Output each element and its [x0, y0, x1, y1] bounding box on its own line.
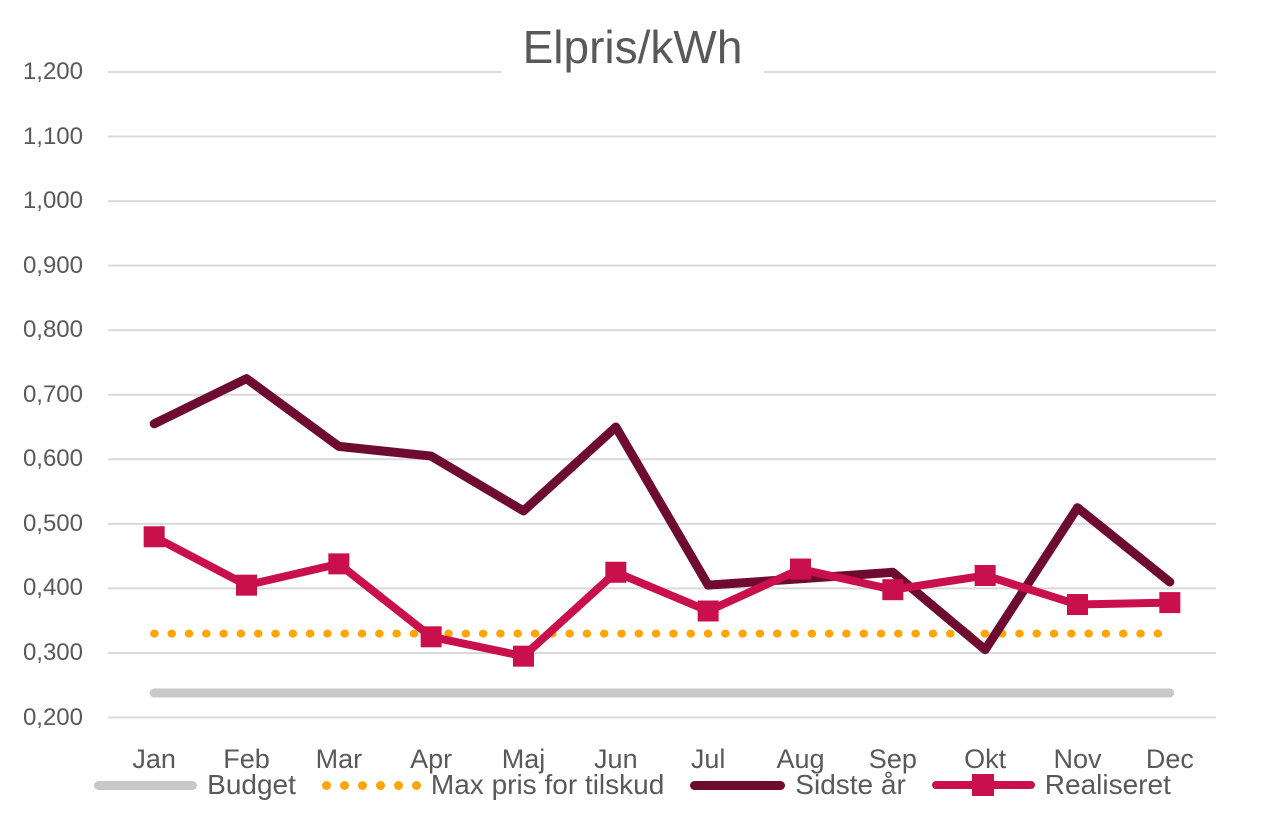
y-axis-label: 0,700 [22, 380, 83, 408]
x-axis-label: Sep [868, 744, 917, 774]
chart-title-text: Elpris/kWh [500, 22, 765, 73]
legend-label-max-pris: Max pris for tilskud [430, 769, 665, 800]
data-point-marker[interactable] [1067, 594, 1088, 616]
x-axis-label: Feb [223, 744, 270, 774]
x-axis-label: Dec [1145, 744, 1194, 774]
legend-dot [321, 780, 331, 790]
y-axis-label: 0,500 [22, 509, 83, 537]
x-axis-label: Jan [132, 744, 176, 774]
data-point-marker[interactable] [420, 626, 442, 648]
x-axis-label: Maj [501, 744, 546, 774]
x-axis-label: Aug [776, 744, 825, 774]
y-axis-label: 0,900 [22, 251, 83, 279]
data-point-marker[interactable] [974, 564, 996, 586]
legend-item-realiseret[interactable]: Realiseret [931, 769, 1171, 801]
chart-title[interactable]: Elpris/kWh [0, 22, 1265, 73]
data-point-marker[interactable] [605, 561, 627, 583]
sidste-ar-line-swatch [690, 780, 786, 790]
legend-dot [339, 780, 349, 790]
legend-item-budget[interactable]: Budget [94, 769, 296, 801]
x-axis-label: Jun [594, 744, 638, 774]
x-axis-label: Apr [410, 744, 453, 774]
y-axis-label: 0,300 [22, 638, 83, 666]
legend-item-max-pris[interactable]: Max pris for tilskud [321, 769, 665, 801]
data-point-marker[interactable] [513, 645, 534, 667]
x-axis-label: Nov [1053, 744, 1102, 774]
legend-label-budget: Budget [207, 769, 296, 800]
y-axis-label: 0,600 [22, 445, 83, 473]
legend-dot [393, 780, 403, 790]
y-axis-label: 1,100 [22, 122, 83, 150]
max-pris-dots-swatch [321, 780, 421, 790]
chart-legend: Budget Max pris for tilskud Sidste år Re… [0, 769, 1265, 801]
legend-dot [411, 780, 421, 790]
y-axis-label: 0,400 [22, 574, 83, 602]
data-point-marker[interactable] [236, 574, 257, 596]
y-axis-label: 0,800 [22, 316, 83, 344]
data-point-marker[interactable] [143, 526, 165, 548]
data-point-marker[interactable] [882, 579, 904, 601]
series-line-realiseret[interactable] [150, 532, 1174, 661]
x-axis-label: Mar [315, 744, 363, 774]
x-axis-label: Jul [690, 744, 726, 774]
legend-dot [375, 780, 385, 790]
realiseret-marker-swatch [972, 774, 995, 796]
data-point-marker[interactable] [790, 558, 811, 580]
legend-label-sidste-ar: Sidste år [795, 769, 906, 800]
y-axis-label: 1,000 [22, 187, 83, 215]
data-point-marker[interactable] [328, 553, 350, 575]
y-axis-label: 1,200 [22, 58, 83, 85]
series-line-sidste-ar[interactable] [149, 374, 1175, 655]
y-axis-label: 0,200 [22, 703, 83, 731]
data-point-marker[interactable] [1159, 592, 1181, 614]
budget-line-swatch [94, 780, 198, 790]
legend-item-sidste-ar[interactable]: Sidste år [690, 769, 906, 801]
x-axis-label: Okt [964, 744, 1007, 774]
legend-dot [357, 780, 367, 790]
realiseret-line-swatch [931, 774, 1035, 796]
legend-label-realiseret: Realiseret [1044, 769, 1171, 800]
data-point-marker[interactable] [697, 600, 719, 622]
